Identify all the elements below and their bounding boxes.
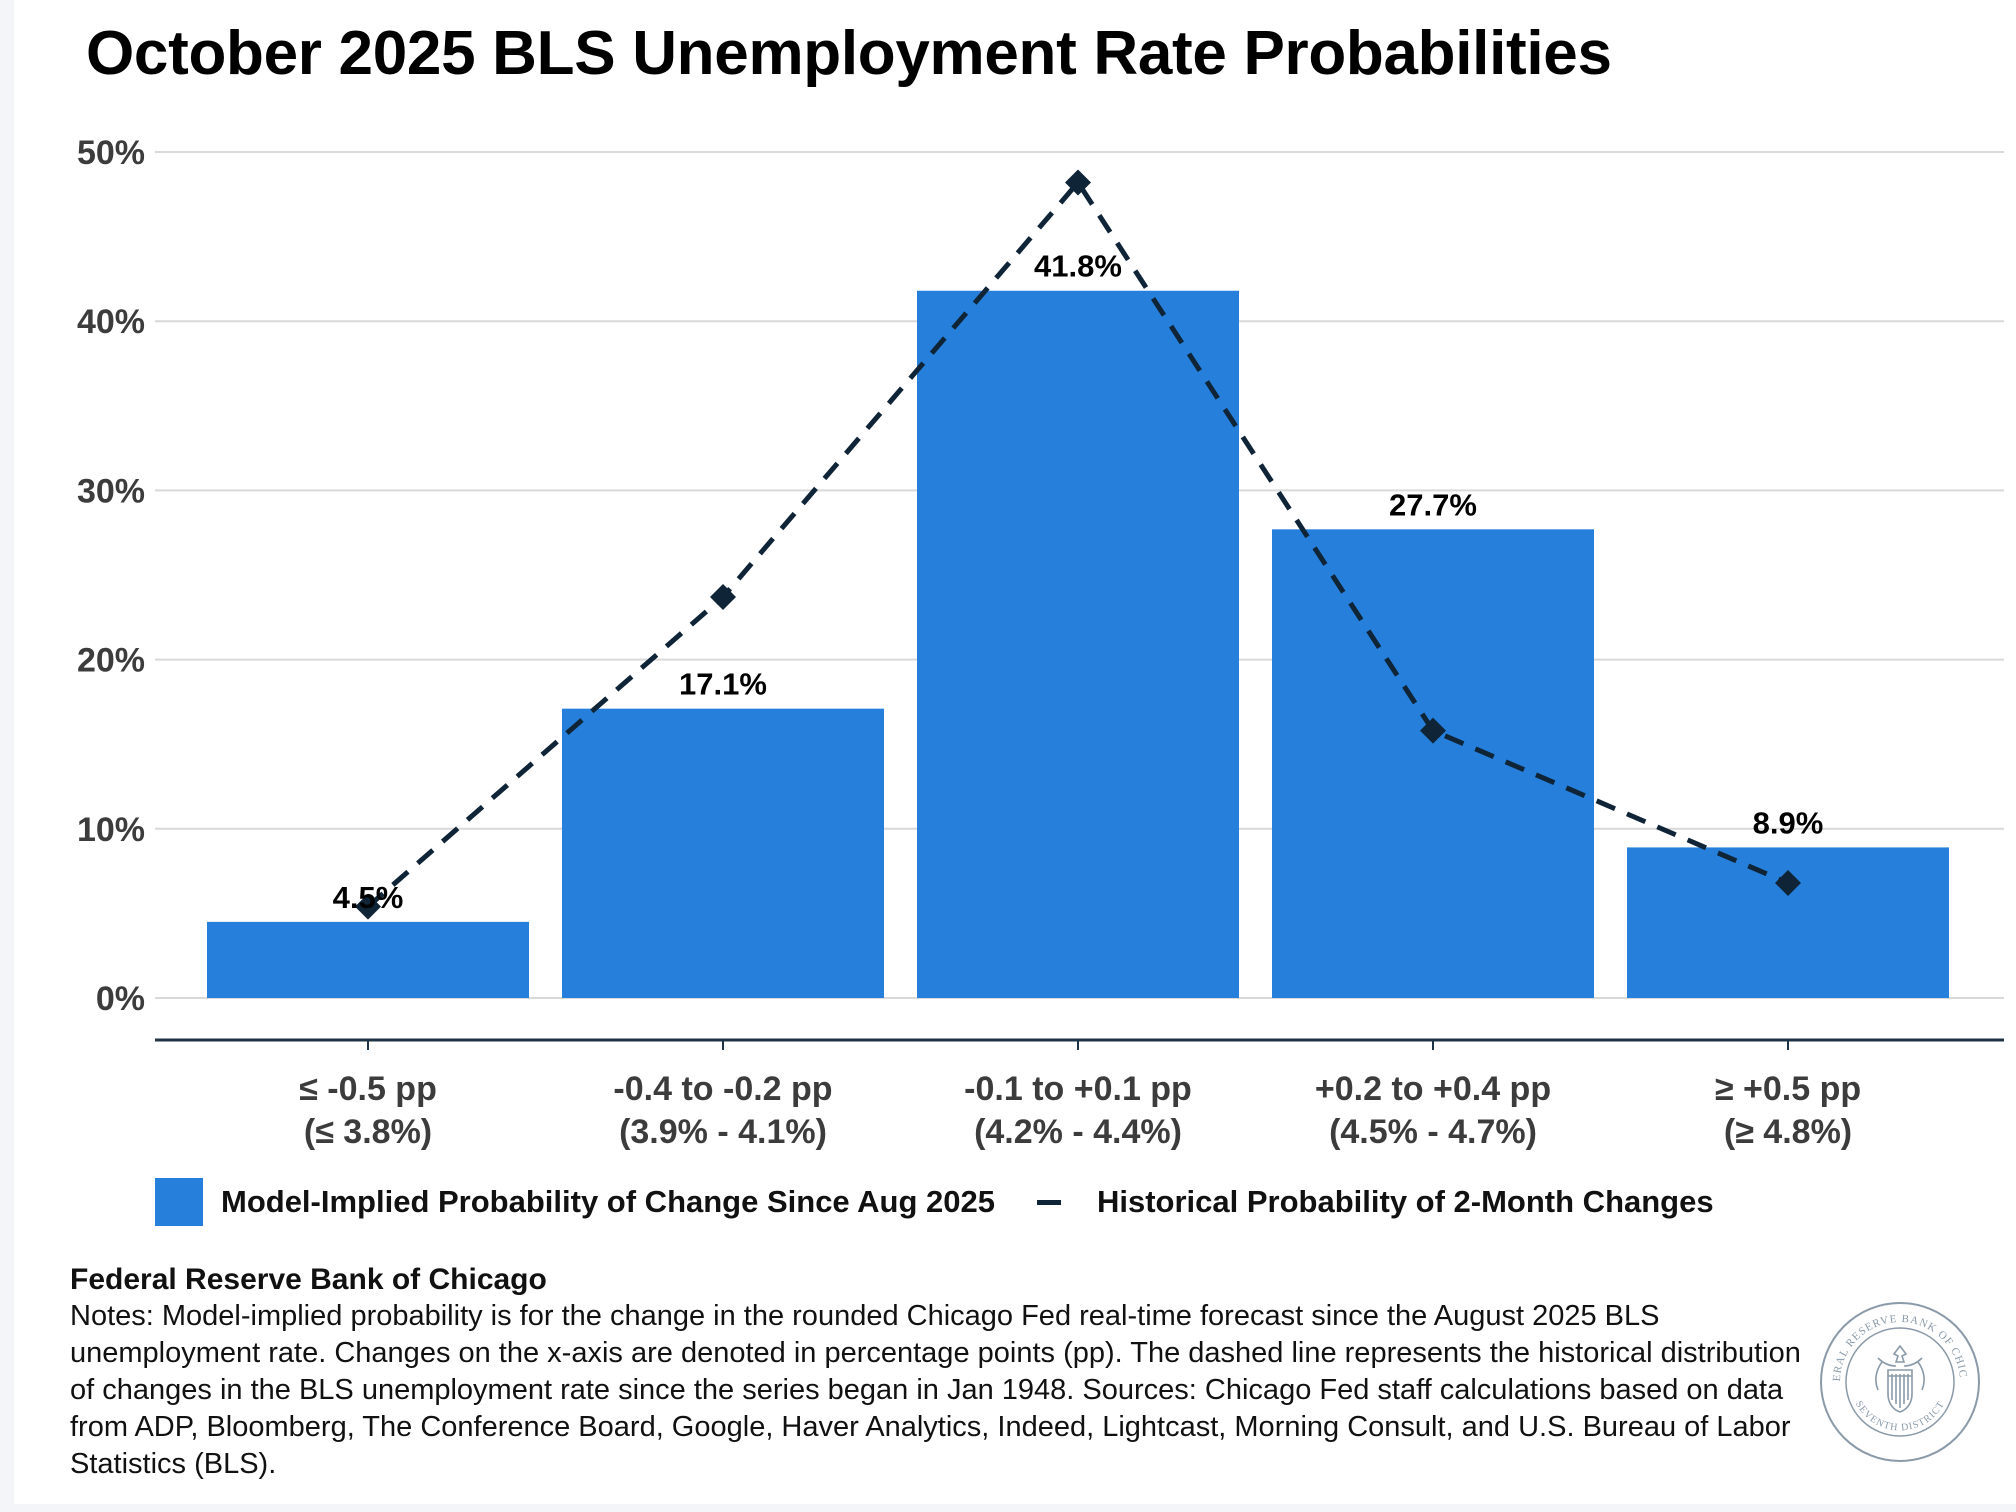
legend-bar-swatch	[155, 1178, 203, 1226]
x-tick-label: -0.1 to +0.1 pp	[964, 1070, 1192, 1108]
legend-line-swatch	[1036, 1199, 1061, 1205]
bar-data-label: 4.5%	[333, 880, 404, 915]
bar	[1272, 529, 1594, 998]
x-tick-label: -0.4 to -0.2 pp	[613, 1070, 832, 1108]
y-tick-label: 30%	[77, 472, 145, 510]
bar-data-label: 27.7%	[1389, 487, 1477, 522]
notes-text: Notes: Model-implied probability is for …	[70, 1300, 1801, 1480]
federal-reserve-seal-logo: FEDERAL RESERVE BANK OF CHICAGO SEVENTH …	[1818, 1300, 1980, 1462]
x-axis-ticks: ≤ -0.5 pp (≤ 3.8%) -0.4 to -0.2 pp (3.9% - …	[299, 1070, 1861, 1151]
x-tick-sublabel: (4.2% - 4.4%)	[974, 1113, 1182, 1151]
bar-line-chart: 0% 10% 20% 30% 40% 50% 4.5% 17.1% 41.8% 27.7% 8.9…	[77, 134, 2004, 1151]
bar-data-label: 41.8%	[1034, 249, 1122, 284]
legend-line-label: Historical Probability of 2-Month Change…	[1096, 1184, 1714, 1219]
bar-data-label: 17.1%	[679, 667, 767, 702]
historical-point-marker	[355, 893, 381, 920]
x-tick-label: +0.2 to +0.4 pp	[1315, 1070, 1551, 1108]
bars	[207, 290, 1949, 998]
historical-point-marker	[1775, 869, 1801, 896]
x-tick-label: ≥ +0.5 pp	[1715, 1070, 1861, 1108]
bar	[917, 290, 1239, 998]
y-tick-label: 20%	[77, 642, 145, 680]
historical-line-path	[366, 178, 1789, 909]
footer-notes: Federal Reserve Bank of Chicago Notes: M…	[70, 1262, 1810, 1483]
legend-bar-label: Model-Implied Probability of Change Sinc…	[221, 1184, 995, 1219]
y-tick-label: 0%	[96, 980, 145, 1018]
chart-legend: Model-Implied Probability of Change Sinc…	[155, 1178, 1714, 1226]
x-tick-sublabel: (4.5% - 4.7%)	[1329, 1113, 1537, 1151]
y-axis-ticks: 0% 10% 20% 30% 40% 50%	[77, 134, 145, 1018]
chart-title: October 2025 BLS Unemployment Rate Proba…	[86, 19, 1612, 88]
bar	[562, 708, 884, 998]
source-title: Federal Reserve Bank of Chicago	[70, 1263, 547, 1296]
y-tick-label: 50%	[77, 134, 145, 172]
historical-point-marker	[1065, 169, 1091, 196]
x-axis	[155, 1038, 2004, 1050]
x-tick-sublabel: (≥ 4.8%)	[1724, 1113, 1852, 1151]
bar-data-label: 8.9%	[1753, 805, 1824, 840]
bar-data-labels: 4.5% 17.1% 41.8% 27.7% 8.9%	[333, 249, 1824, 915]
historical-line	[355, 169, 1801, 920]
y-tick-label: 40%	[77, 303, 145, 341]
x-tick-sublabel: (3.9% - 4.1%)	[619, 1113, 827, 1151]
bar	[207, 921, 529, 998]
x-tick-label: ≤ -0.5 pp	[299, 1070, 437, 1108]
historical-point-marker	[710, 583, 736, 610]
y-tick-label: 10%	[77, 811, 145, 849]
x-tick-sublabel: (≤ 3.8%)	[304, 1113, 432, 1151]
historical-point-marker	[1420, 717, 1446, 744]
